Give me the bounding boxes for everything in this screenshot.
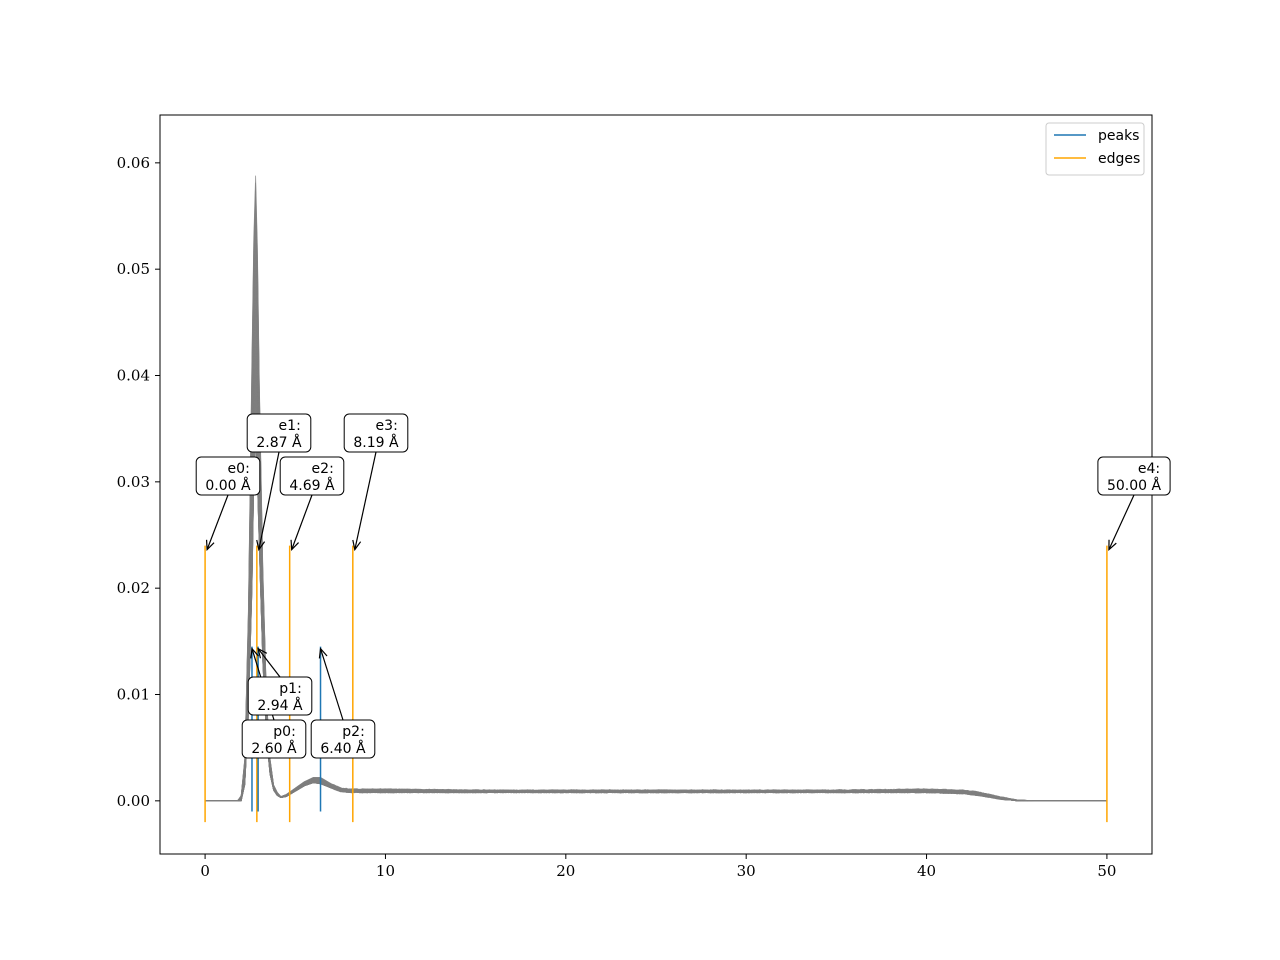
edge-arrow-3 (354, 451, 377, 550)
y-tick-label-5: 0.05 (117, 260, 150, 278)
peak-label-name-2: p2: (342, 724, 365, 740)
legend-box (1045, 122, 1145, 176)
peak-annotation-1: p1:2.94 Å (247, 647, 313, 716)
edge-arrowhead-0 (205, 539, 215, 552)
y-tick-label-2: 0.02 (117, 579, 150, 597)
x-tick-label-5: 50 (1097, 862, 1116, 880)
edge-annotation-4: e4:50.00 Å (1097, 456, 1171, 551)
y-tick-label-1: 0.01 (117, 686, 150, 704)
edge-label-value-3: 8.19 Å (353, 434, 399, 451)
edge-annotation-2: e2:4.69 Å (279, 456, 345, 552)
peak-arrowhead-1 (257, 647, 268, 659)
curve-59 (205, 175, 1107, 802)
x-tick-label-0: 0 (200, 862, 210, 880)
edge-label-box-4 (1097, 456, 1171, 496)
peak-label-box-2 (310, 719, 376, 759)
edge-annotation-3: e3:8.19 Å (343, 413, 409, 552)
edge-arrowhead-4 (1108, 539, 1117, 551)
edge-label-name-3: e3: (376, 418, 398, 434)
x-tick-label-2: 20 (556, 862, 575, 880)
edge-label-box-2 (279, 456, 345, 496)
peak-annotation-2: p2:6.40 Å (310, 647, 376, 759)
y-tick-label-3: 0.03 (117, 473, 150, 491)
distribution-curves (205, 175, 1107, 802)
peak-label-value-2: 6.40 Å (320, 740, 366, 757)
peak-arrowhead-0 (250, 647, 259, 659)
edge-label-name-2: e2: (312, 461, 334, 477)
edge-arrowhead-3 (352, 539, 362, 552)
edge-label-box-0 (195, 456, 261, 496)
x-tick-label-4: 40 (917, 862, 936, 880)
annotations: e0:0.00 Åe1:2.87 Åe2:4.69 Åe3:8.19 Åe4:5… (195, 413, 1171, 759)
peak-label-box-0 (241, 719, 307, 759)
peak-arrow-2 (319, 648, 344, 721)
edge-label-value-1: 2.87 Å (256, 434, 302, 451)
y-tick-label-4: 0.04 (117, 367, 150, 385)
y-tick-label-6: 0.06 (117, 154, 150, 172)
peak-label-name-1: p1: (279, 681, 302, 697)
peak-label-name-0: p0: (273, 724, 296, 740)
legend-edges-label: edges (1098, 151, 1140, 167)
legend: peaks edges (1045, 122, 1145, 176)
peak-arrow-1 (257, 648, 281, 678)
peak-label-value-1: 2.94 Å (257, 697, 303, 714)
edge-label-name-4: e4: (1138, 461, 1160, 477)
edge-annotation-1: e1:2.87 Å (246, 413, 312, 552)
edge-label-name-1: e1: (279, 418, 301, 434)
peak-label-value-0: 2.60 Å (251, 740, 297, 757)
edge-label-box-1 (246, 413, 312, 453)
edge-label-value-4: 50.00 Å (1107, 477, 1162, 494)
edge-arrowhead-2 (290, 539, 299, 552)
edge-arrow-4 (1108, 494, 1135, 550)
edge-label-box-3 (343, 413, 409, 453)
edge-annotation-0: e0:0.00 Å (195, 456, 261, 552)
edge-label-value-0: 0.00 Å (205, 477, 251, 494)
y-tick-label-0: 0.00 (117, 792, 150, 810)
x-tick-label-3: 30 (737, 862, 756, 880)
x-axis-ticks: 0 10 20 30 40 50 (200, 854, 1116, 880)
peak-arrowhead-2 (318, 647, 328, 659)
edge-label-name-0: e0: (228, 461, 250, 477)
x-tick-label-1: 10 (376, 862, 395, 880)
peak-label-box-1 (247, 676, 313, 716)
y-axis-ticks: 0.00 0.01 0.02 0.03 0.04 0.05 0.06 (117, 154, 160, 810)
edge-label-value-2: 4.69 Å (289, 477, 335, 494)
edge-arrowhead-1 (256, 539, 266, 552)
edge-arrow-1 (258, 451, 280, 550)
legend-peaks-label: peaks (1098, 128, 1139, 144)
edge-arrow-2 (291, 494, 313, 550)
edge-arrow-0 (206, 494, 229, 550)
